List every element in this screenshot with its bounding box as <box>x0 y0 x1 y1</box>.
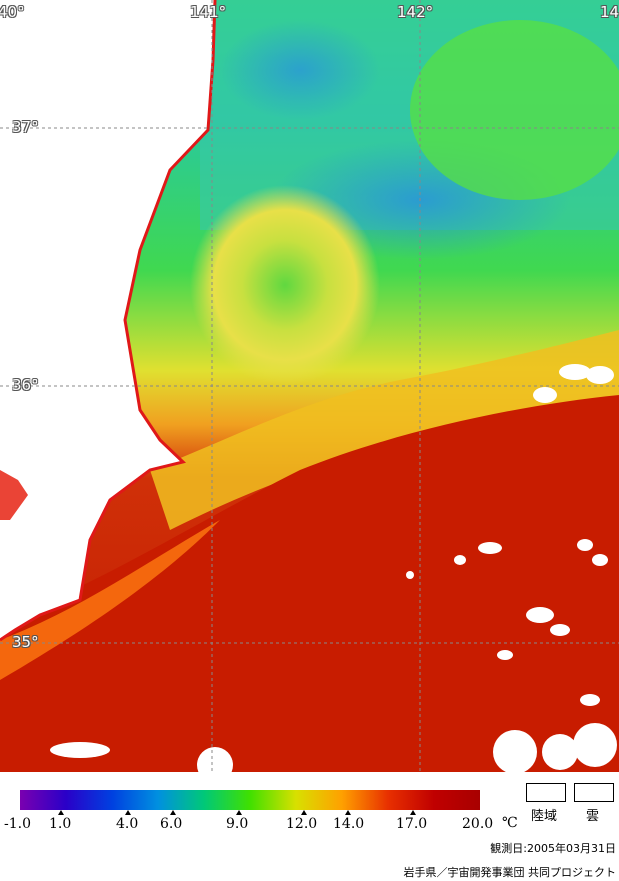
blue-cold-zone-2 <box>220 20 380 120</box>
graticule <box>0 0 619 772</box>
lon-label-140: 40° <box>0 3 25 21</box>
colorbar-tick-label: 20.0 <box>462 816 494 832</box>
colorbar-tick-mark <box>236 810 242 815</box>
lon-label-143: 14 <box>600 3 619 21</box>
lat-label-37: 37° <box>12 118 39 136</box>
lat-label-36: 36° <box>12 376 39 394</box>
kuroshio-warm-water <box>0 395 619 772</box>
colorbar-tick-mark <box>410 810 416 815</box>
lake-area <box>0 470 28 520</box>
temperature-colorbar <box>20 790 480 810</box>
colorbar-tick-mark <box>170 810 176 815</box>
temperature-unit: ℃ <box>502 815 518 831</box>
lat-label-35: 35° <box>12 633 39 651</box>
cloud-legend-swatch <box>574 783 614 802</box>
colorbar-tick-label: 12.0 <box>286 816 318 832</box>
thermal-front <box>150 330 619 530</box>
land-legend-swatch <box>526 783 566 802</box>
warm-eddy <box>190 185 380 385</box>
colorbar-tick-mark <box>58 810 64 815</box>
sst-map <box>0 0 619 772</box>
cloud-patches <box>50 364 617 772</box>
lon-label-141: 141° <box>190 3 227 21</box>
colorbar-tick-label: 9.0 <box>226 816 249 832</box>
colorbar-tick-label: 17.0 <box>396 816 428 832</box>
colorbar-tick-label: 14.0 <box>333 816 365 832</box>
colorbar-tick-label: 4.0 <box>116 816 139 832</box>
colorbar-tick-label: 1.0 <box>49 816 72 832</box>
observation-date: 観測日:2005年03月31日 <box>490 842 616 855</box>
land-legend-label: 陸域 <box>531 809 558 824</box>
cloud-legend-label: 雲 <box>586 809 600 824</box>
green-upper-right <box>410 20 619 200</box>
land-honshu <box>0 0 215 640</box>
lon-label-142: 142° <box>397 3 434 21</box>
colorbar-tick-mark <box>125 810 131 815</box>
coastline <box>0 0 217 642</box>
colorbar-tick-label: 6.0 <box>160 816 183 832</box>
credit-text: 岩手県／宇宙開発事業団 共同プロジェクト <box>403 866 617 879</box>
colorbar-tick-label: -1.0 <box>4 816 31 832</box>
colorbar-tick-mark <box>345 810 351 815</box>
kuroshio-orange-edge <box>0 520 220 680</box>
colorbar-tick-mark <box>301 810 307 815</box>
